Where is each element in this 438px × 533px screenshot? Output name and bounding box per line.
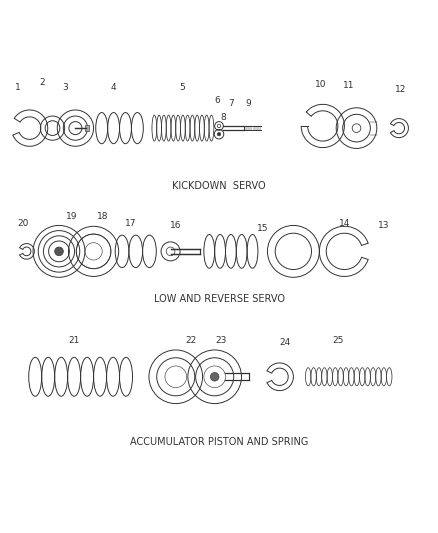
- Text: 20: 20: [18, 219, 29, 228]
- Text: 15: 15: [257, 224, 268, 233]
- Text: LOW AND REVERSE SERVO: LOW AND REVERSE SERVO: [153, 294, 285, 304]
- Text: 17: 17: [124, 219, 136, 228]
- Text: ACCUMULATOR PISTON AND SPRING: ACCUMULATOR PISTON AND SPRING: [130, 437, 308, 447]
- Text: 13: 13: [378, 221, 389, 230]
- Text: 10: 10: [315, 80, 326, 90]
- Circle shape: [210, 373, 219, 381]
- Text: 4: 4: [110, 83, 116, 92]
- Text: 19: 19: [66, 212, 78, 221]
- Text: 7: 7: [228, 99, 234, 108]
- Text: 24: 24: [279, 338, 290, 346]
- Text: 21: 21: [68, 335, 80, 344]
- Text: 3: 3: [63, 83, 68, 92]
- Text: 23: 23: [215, 335, 227, 344]
- Text: 5: 5: [180, 83, 185, 92]
- Text: 11: 11: [343, 81, 354, 90]
- Text: 2: 2: [39, 78, 45, 87]
- Text: 16: 16: [170, 221, 181, 230]
- Text: 14: 14: [339, 219, 350, 228]
- Text: 8: 8: [220, 113, 226, 122]
- Text: 22: 22: [185, 335, 197, 344]
- Circle shape: [55, 247, 64, 256]
- Text: 12: 12: [395, 85, 406, 94]
- Text: 25: 25: [332, 335, 343, 344]
- Text: 9: 9: [246, 99, 251, 108]
- Text: 6: 6: [214, 95, 220, 104]
- Text: 1: 1: [15, 83, 21, 92]
- Circle shape: [217, 132, 221, 136]
- Bar: [85, 125, 89, 131]
- Text: 18: 18: [96, 212, 108, 221]
- Text: KICKDOWN  SERVO: KICKDOWN SERVO: [172, 182, 266, 191]
